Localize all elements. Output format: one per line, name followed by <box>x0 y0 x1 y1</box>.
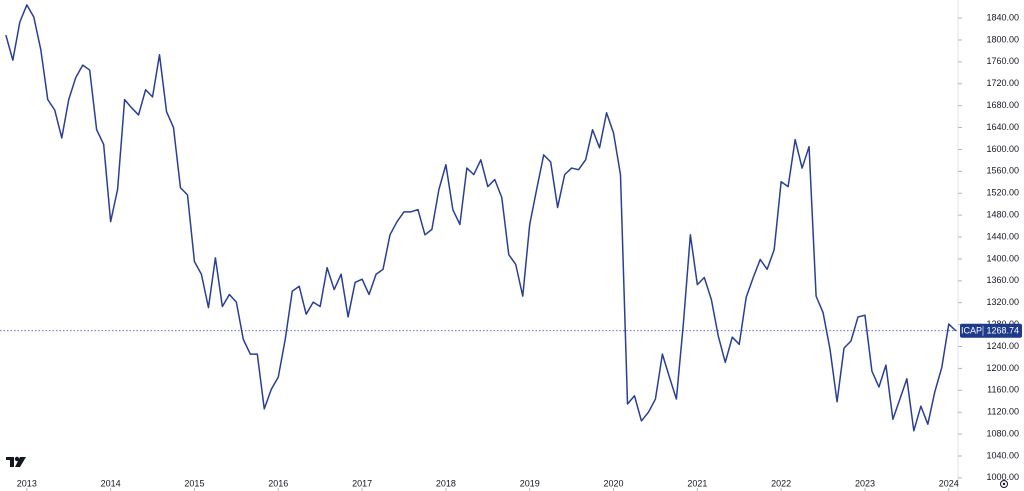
y-tick-label: 1640.00 <box>986 122 1019 132</box>
x-tick-label: 2021 <box>687 478 707 488</box>
x-tick-label: 2024 <box>939 478 959 488</box>
x-tick-label: 2022 <box>771 478 791 488</box>
y-tick-label: 1600.00 <box>986 144 1019 154</box>
x-tick-label: 2014 <box>101 478 121 488</box>
y-tick-label: 1800.00 <box>986 34 1019 44</box>
y-tick-label: 1520.00 <box>986 188 1019 198</box>
x-tick-label: 2023 <box>855 478 875 488</box>
y-tick-label: 1440.00 <box>986 231 1019 241</box>
x-tick-label: 2020 <box>604 478 624 488</box>
y-tick-label: 1240.00 <box>986 341 1019 351</box>
y-tick-label: 1760.00 <box>986 56 1019 66</box>
y-tick-label: 1160.00 <box>987 385 1019 395</box>
x-tick-label: 2018 <box>436 478 456 488</box>
y-tick-label: 1560.00 <box>986 166 1019 176</box>
y-tick-label: 1720.00 <box>986 78 1019 88</box>
x-tick-label: 2016 <box>268 478 288 488</box>
y-tick-label: 1320.00 <box>986 297 1019 307</box>
x-tick-label: 2017 <box>352 478 372 488</box>
y-tick-label: 1120.00 <box>987 407 1019 417</box>
y-tick-label: 1400.00 <box>986 253 1019 263</box>
y-tick-label: 1000.00 <box>986 472 1019 482</box>
tradingview-logo[interactable] <box>6 456 26 467</box>
settings-icon[interactable] <box>1000 480 1008 488</box>
x-tick-label: 2015 <box>184 478 204 488</box>
series-name: ICAP <box>961 326 982 336</box>
y-tick-label: 1200.00 <box>986 363 1019 373</box>
y-tick-label: 1840.00 <box>986 12 1019 22</box>
x-tick-label: 2019 <box>520 478 540 488</box>
x-tick-label: 2013 <box>17 478 37 488</box>
y-tick-label: 1040.00 <box>986 450 1019 460</box>
y-tick-label: 1080.00 <box>986 428 1019 438</box>
price-line <box>5 4 957 432</box>
y-tick-label: 1480.00 <box>986 209 1019 219</box>
y-tick-label: 1680.00 <box>986 100 1019 110</box>
last-price-label: 1268.74 <box>986 326 1019 336</box>
last-price-tag <box>960 323 1022 338</box>
y-tick-label: 1360.00 <box>986 275 1019 285</box>
